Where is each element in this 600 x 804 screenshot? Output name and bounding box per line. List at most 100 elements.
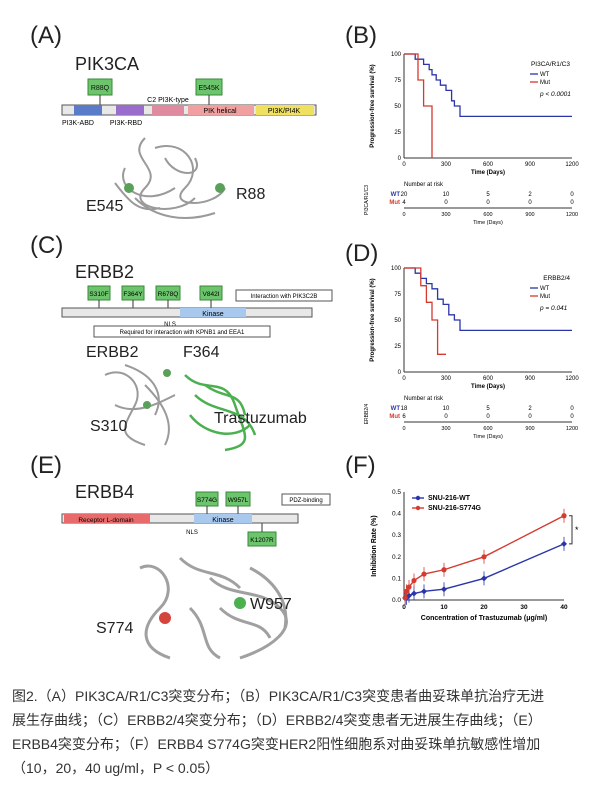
risk-x-tick: 0 [402,212,405,218]
data-point [441,567,447,573]
y-tick-label: 0.1 [392,575,401,582]
risk-x-tick: 300 [441,426,450,432]
y-axis-title: Progression-free survival (%) [370,64,376,147]
domain-label-pik-helical: PIK helical [203,108,237,115]
risk-value: 2 [528,406,532,412]
x-tick-label: 20 [480,604,488,611]
pik3ca-structure-image [114,137,226,219]
p-value-label: p < 0.0001 [539,91,571,98]
risk-value: 10 [443,192,450,198]
data-point [411,590,417,597]
survival-curve-mut [404,267,446,355]
structure-label-erbb2: ERBB2 [86,344,139,361]
mutation-label-r678q: R678Q [158,291,179,298]
risk-x-title: Time (Days) [473,434,503,440]
risk-value: 5 [486,192,490,198]
domain-c2 [152,105,184,115]
risk-x-tick: 900 [525,426,534,432]
erbb2-structure-image [104,364,257,452]
risk-value: 0 [570,414,574,420]
risk-table-title: Number at risk [404,396,444,402]
panel-c-letter: (C) [30,232,64,259]
domain-label-kinase: Kinase [202,311,224,318]
data-point [481,554,487,560]
risk-value: 6 [402,414,406,420]
legend-label: WT [540,286,550,292]
significance-label: * [575,525,579,535]
mutation-label-w957l: W957L [228,497,249,504]
y-axis-title: Inhibition Rate (%) [371,515,378,576]
data-point [561,513,567,519]
y-tick-label: 0.4 [392,511,401,518]
risk-side-label: PI3CA/R1/C3 [364,185,370,215]
mutation-label-v842i: V842I [203,291,220,298]
risk-row-label: WT [391,406,401,412]
x-axis-title: Time (Days) [471,384,505,390]
risk-value: 0 [570,192,574,198]
structure-label-s310: S310 [90,418,128,435]
legend-label: SNU-216-WT [428,495,471,502]
caption-line: （10，20，40 ug/ml，P < 0.05） [12,760,220,776]
x-tick-label: 10 [440,604,448,611]
risk-value: 0 [486,200,490,206]
x-tick-label: 0 [402,162,406,168]
domain-label-pi3k-pi4k: PI3K/PI4K [268,108,301,115]
domain-pi3k-pi4k [256,105,314,115]
x-tick-label: 600 [483,376,494,382]
survival-curve-mut [404,53,433,158]
y-axis-title: Progression-free survival (%) [370,278,376,361]
domain-pik-helical [188,105,254,115]
domain-label-c2: C2 PI3K-type [147,97,189,104]
structure-label-w957: W957 [250,596,292,613]
data-point [441,586,447,593]
gene-name-erbb4: ERBB4 [75,482,135,502]
y-tick-label: 100 [391,52,402,58]
mutation-label-r88q: R88Q [91,85,110,92]
data-point [561,540,567,547]
legend-marker [415,505,421,511]
domain-pi3k-rbd [116,105,144,115]
risk-x-title: Time (Days) [473,220,503,226]
structure-label-r88: R88 [236,186,266,203]
caption-line: 图2.（A）PIK3CA/R1/C3突变分布；（B）PIK3CA/R1/C3突变… [12,688,545,704]
risk-row-label: Mut [389,200,400,206]
domain-label-pi3k-rbd: PI3K-RBD [110,120,142,127]
data-point [481,575,487,582]
y-tick-label: 75 [394,78,401,84]
domain-kinase [180,308,246,317]
risk-value: 18 [401,406,408,412]
data-point [421,571,427,577]
x-tick-label: 40 [560,604,568,611]
structure-label-e545: E545 [86,198,124,215]
mutation-label-e545k: E545K [198,85,219,92]
panel-a-letter: (A) [30,22,62,49]
risk-x-tick: 1200 [566,212,578,218]
y-tick-label: 0.5 [392,489,401,496]
domain-label-receptor-l: Receptor L-domain [78,517,134,524]
erbb2-domain-diagram: S310F F364Y R678Q V842I Kinase NLS Inter… [61,285,333,338]
y-tick-label: 100 [391,266,402,272]
risk-row-label: Mut [389,414,400,420]
domain-receptor-l [64,514,150,523]
x-tick-label: 600 [483,162,494,168]
legend-title: PI3CA/R1/C3 [531,61,570,68]
erbb4-domain-diagram: S774G W957L K1207R Receptor L-domain Kin… [61,491,331,547]
risk-x-tick: 1200 [566,426,578,432]
y-tick-label: 0.3 [392,532,401,539]
y-tick-label: 25 [394,344,401,350]
domain-kinase-erbb4 [194,514,252,523]
legend-title: ERBB2/4 [543,275,570,282]
panel-b-letter: (B) [345,22,377,49]
legend-label: WT [540,72,550,78]
risk-value: 0 [486,414,490,420]
domain-label-kinase-erbb4: Kinase [212,517,234,524]
gene-name-erbb2: ERBB2 [75,262,135,282]
data-point [421,588,427,595]
y-tick-label: 25 [394,130,401,136]
x-tick-label: 0 [402,376,406,382]
note-pik3c2b: Interaction with PIK3C2B [251,294,318,300]
caption-line: ERBB4突变分布；（F）ERBB4 S774G突变HER2阳性细胞系对曲妥珠单… [12,736,541,752]
y-tick-label: 0 [398,156,402,162]
y-tick-label: 75 [394,292,401,298]
risk-x-tick: 300 [441,212,450,218]
